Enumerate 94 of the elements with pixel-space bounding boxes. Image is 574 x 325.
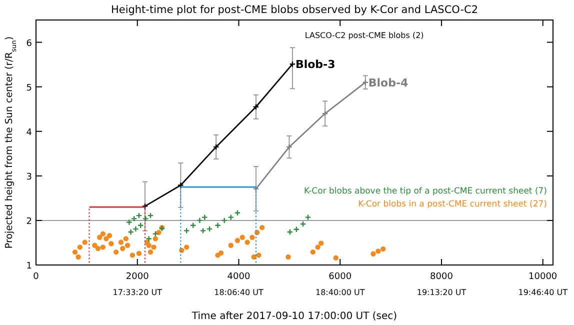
point [77, 244, 83, 250]
x-tick-label: 8000 [430, 272, 454, 282]
point [130, 215, 138, 222]
point [126, 219, 132, 226]
point [123, 236, 129, 242]
point [333, 255, 338, 260]
point [206, 226, 213, 232]
point [251, 254, 256, 260]
point [234, 210, 241, 216]
point [124, 242, 130, 248]
point [151, 244, 156, 250]
point [244, 240, 250, 245]
point [234, 238, 240, 244]
point [152, 236, 158, 242]
y-tick-label: 6 [26, 38, 32, 49]
point [82, 240, 88, 245]
point [286, 228, 294, 236]
point [300, 220, 306, 228]
point [100, 244, 106, 250]
y-tick-label: 1 [26, 262, 32, 272]
point [146, 236, 152, 242]
point [120, 246, 126, 252]
point [380, 246, 386, 252]
text: 17:33:20 UT [112, 288, 162, 297]
point [376, 248, 381, 254]
point [286, 144, 292, 150]
y-tick-label: 2 [26, 216, 32, 227]
annotation: LASCO-C2 post-CME blobs (2) [304, 31, 424, 40]
point [147, 212, 154, 219]
x-tick-label: 2000 [126, 272, 150, 282]
point [142, 215, 149, 222]
point [113, 249, 119, 255]
point [130, 252, 136, 258]
x-tick-label: 10000 [528, 272, 558, 282]
point [201, 214, 208, 221]
point [104, 236, 109, 242]
point [256, 252, 262, 258]
text: 19:46:40 UT [518, 288, 568, 297]
point [128, 228, 134, 236]
point [212, 144, 220, 150]
point [148, 249, 154, 255]
point [286, 254, 291, 260]
point [108, 241, 114, 246]
point [92, 242, 98, 248]
point [318, 240, 324, 246]
text: 19:13:20 UT [416, 288, 466, 297]
text: K-Cor blobs in a post-CME current sheet (27) [358, 200, 547, 210]
point [72, 249, 78, 255]
point [293, 226, 300, 233]
y-tick-label: 4 [26, 128, 32, 138]
y-tick-label: 3 [26, 172, 32, 182]
point [228, 242, 234, 248]
text: 18:40:00 UT [316, 288, 365, 297]
x-tick-label: 0 [33, 272, 40, 282]
x-tick-label: 4000 [227, 272, 250, 282]
point [218, 250, 224, 256]
point [118, 240, 124, 245]
point [304, 214, 312, 221]
point [214, 222, 221, 229]
point [200, 228, 206, 234]
point [315, 244, 320, 250]
chart-title: Height-time plot for post-CME blobs observed by K-Cor and LASCO-C2 [110, 4, 478, 16]
point [152, 230, 159, 238]
x-axis-title: Time after 2017-09-10 17:00:00 UT (sec) [190, 311, 398, 322]
point [177, 182, 184, 188]
point [252, 104, 260, 110]
series-label: Blob-4 [368, 76, 409, 90]
text: K-Cor blobs above the tip of a post-CME current sheet (7) [304, 186, 547, 197]
text: 18:06:40 UT [214, 288, 264, 297]
point [183, 228, 190, 234]
point [136, 250, 142, 256]
point [100, 231, 106, 236]
point [228, 214, 234, 221]
y-tick-label: 5 [26, 83, 32, 94]
point [322, 110, 328, 117]
point [97, 234, 102, 240]
point [310, 249, 316, 255]
point [106, 233, 112, 238]
point [259, 224, 265, 230]
point [221, 217, 228, 224]
point [250, 234, 255, 240]
point [76, 254, 81, 260]
point [190, 222, 196, 229]
point [370, 251, 376, 256]
point [137, 222, 144, 229]
point [146, 242, 152, 248]
x-tick-label: 6000 [328, 272, 352, 282]
point [132, 226, 139, 232]
series-label: Blob-3 [295, 58, 336, 72]
point [196, 217, 203, 224]
point [240, 234, 245, 240]
point [95, 246, 101, 252]
point [184, 244, 190, 250]
point [136, 212, 142, 219]
